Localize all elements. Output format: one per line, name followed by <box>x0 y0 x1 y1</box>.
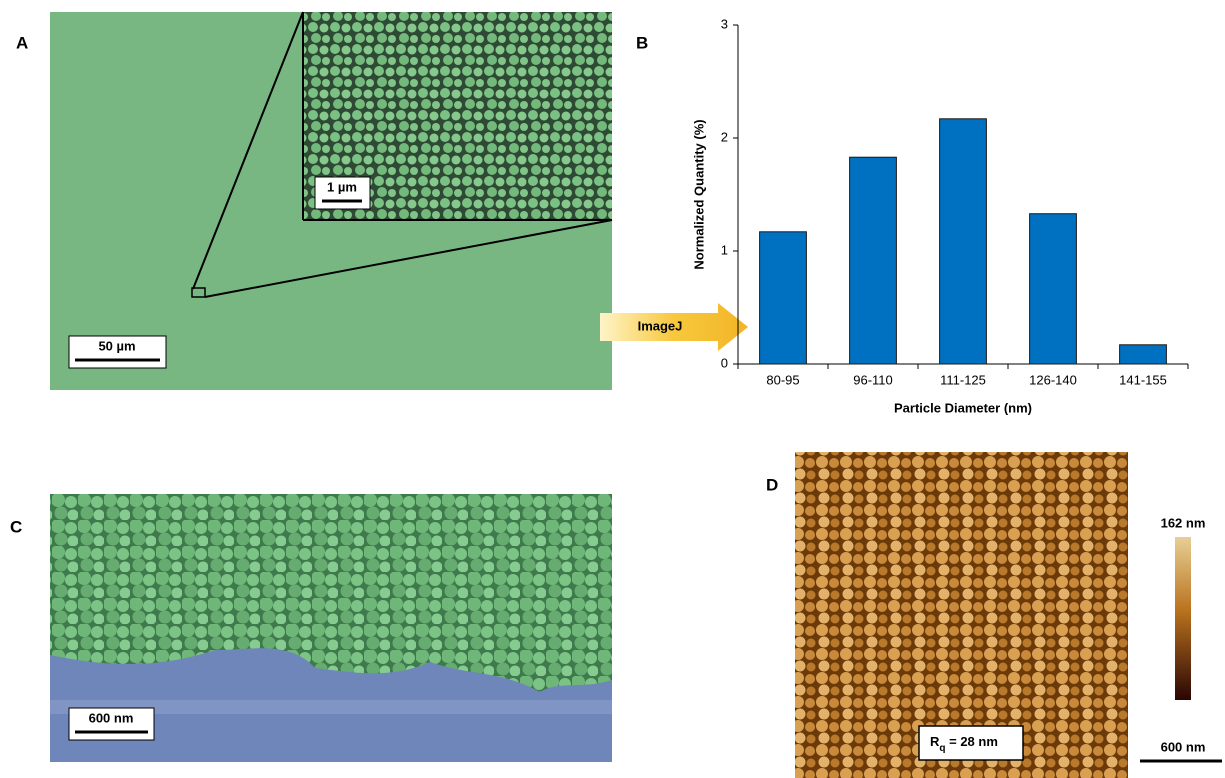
y-tick-label: 3 <box>721 16 728 31</box>
x-axis-label: Particle Diameter (nm) <box>894 400 1032 415</box>
y-axis-label: Normalized Quantity (%) <box>691 119 706 269</box>
scale-text: 1 µm <box>327 179 357 194</box>
colorbar <box>1175 537 1191 700</box>
bar <box>760 232 807 364</box>
bar <box>850 157 897 364</box>
x-tick-label: 141-155 <box>1119 372 1167 387</box>
scale-text: 600 nm <box>1161 739 1206 754</box>
panel-label: A <box>16 33 28 52</box>
bar <box>1030 214 1077 364</box>
scale-text: 50 µm <box>98 338 135 353</box>
panel-label: C <box>10 517 22 536</box>
x-tick-label: 126-140 <box>1029 372 1077 387</box>
bar <box>1120 345 1167 364</box>
panel-label: B <box>636 33 648 52</box>
colorbar-label: 162 nm <box>1161 515 1206 530</box>
bar-chart: 0 1 2 3 80-95 96-110 111-125 126-140 141-155 Part… <box>691 16 1188 415</box>
roughness-value: = 28 nm <box>946 734 998 749</box>
bar <box>940 119 987 364</box>
x-tick-label: 80-95 <box>766 372 799 387</box>
y-tick-label: 1 <box>721 242 728 257</box>
x-tick-label: 96-110 <box>853 372 893 387</box>
y-tick-label: 2 <box>721 129 728 144</box>
x-tick-label: 111-125 <box>940 372 986 387</box>
film-layer <box>50 494 612 692</box>
arrow-label: ImageJ <box>638 318 683 333</box>
figure: A 1 µm 50 µm ImageJ B 0 1 2 3 80-95 96-110 111… <box>0 0 1225 778</box>
y-tick-label: 0 <box>721 355 728 370</box>
panel-label: D <box>766 475 778 494</box>
scale-text: 600 nm <box>89 710 134 725</box>
